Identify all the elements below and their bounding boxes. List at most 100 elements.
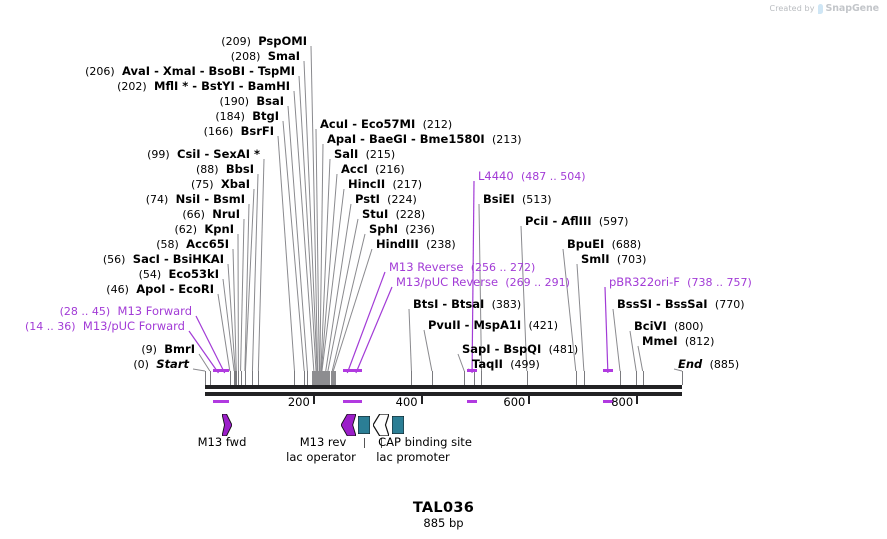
enzyme-label[interactable]: BsiEI (513) [483, 193, 552, 206]
enzyme-label[interactable]: BpuEI (688) [567, 238, 641, 251]
enzyme-position: (88) [195, 163, 219, 176]
restriction-site-mark [326, 371, 331, 385]
enzyme-label[interactable]: (54) Eco53kI [139, 268, 219, 281]
enzyme-label[interactable]: PvuII - MspA1I (421) [428, 319, 558, 332]
enzyme-label[interactable]: (58) Acc65I [156, 238, 229, 251]
enzyme-separator: - [245, 64, 258, 78]
enzyme-label[interactable]: (190) BsaI [219, 95, 284, 108]
feature-annotation-label[interactable]: M13/pUC Reverse (269 .. 291) [396, 276, 570, 289]
enzyme-label[interactable]: StuI (228) [362, 208, 425, 221]
enzyme-name: MspA1I [473, 318, 522, 332]
enzyme-position: (56) [102, 253, 126, 266]
track-feature-box[interactable] [391, 415, 405, 435]
feature-name: M13 Forward [117, 304, 192, 318]
primer-range-bar-bottom [220, 400, 230, 403]
enzyme-position: (9) [141, 343, 157, 356]
enzyme-separator: - [159, 252, 173, 266]
enzyme-name: SacI [132, 252, 160, 266]
enzyme-separator: - [200, 147, 214, 161]
enzyme-label[interactable]: (62) KpnI [174, 223, 234, 236]
enzyme-label[interactable]: (56) SacI - BsiHKAI [103, 253, 224, 266]
enzyme-label[interactable]: (0) Start [133, 358, 189, 371]
enzyme-label[interactable]: (75) XbaI [191, 178, 250, 191]
enzyme-name: BsiHKAI [172, 252, 224, 266]
backbone-strand-top [205, 385, 682, 389]
restriction-site-mark [636, 371, 638, 385]
enzyme-position: (213) [491, 133, 522, 146]
enzyme-label[interactable]: (74) NsiI - BsmI [146, 193, 245, 206]
enzyme-label[interactable]: MmeI (812) [642, 335, 714, 348]
track-feature-arrow-right[interactable] [221, 413, 233, 437]
enzyme-name: BaeGI [368, 132, 407, 146]
restriction-site-mark [526, 371, 528, 385]
enzyme-separator: - [234, 79, 248, 93]
enzyme-label[interactable]: HindIII (238) [376, 238, 456, 251]
enzyme-name: StuI [362, 207, 389, 221]
enzyme-label[interactable]: (206) AvaI - XmaI - BsoBI - TspMI [85, 65, 295, 78]
sequence-length: 885 bp [423, 516, 464, 530]
enzyme-label[interactable]: PstI (224) [355, 193, 417, 206]
enzyme-position: (770) [714, 298, 745, 311]
feature-annotation-label[interactable]: (28 .. 45) M13 Forward [60, 305, 192, 318]
feature-connector [381, 438, 382, 448]
enzyme-separator: - [438, 297, 452, 311]
enzyme-label[interactable]: (66) NruI [182, 208, 240, 221]
enzyme-position: (481) [548, 343, 579, 356]
enzyme-label[interactable]: PciI - AflIII (597) [525, 215, 628, 228]
enzyme-label[interactable]: (9) BmrI [141, 343, 195, 356]
enzyme-name: TspMI [257, 64, 295, 78]
backbone-strand-bottom [205, 392, 682, 396]
restriction-site-mark [575, 371, 577, 385]
enzyme-label[interactable]: AccI (216) [341, 163, 405, 176]
enzyme-label[interactable]: (46) ApoI - EcoRI [106, 283, 214, 296]
enzyme-position: (688) [611, 238, 642, 251]
enzyme-label[interactable]: SphI (236) [369, 223, 435, 236]
track-feature-arrow-left-outline[interactable] [372, 413, 390, 437]
enzyme-label[interactable]: (209) PspOMI [221, 35, 307, 48]
feature-range: (28 .. 45) [59, 305, 111, 318]
feature-range: (14 .. 36) [25, 320, 76, 333]
track-feature-arrow-left[interactable] [340, 413, 357, 437]
enzyme-name: MmeI [642, 334, 678, 348]
feature-name: L4440 [478, 169, 514, 183]
enzyme-label[interactable]: (184) BtgI [215, 110, 279, 123]
enzyme-label[interactable]: SalI (215) [334, 148, 395, 161]
enzyme-label[interactable]: (99) CsiI - SexAI * [147, 148, 260, 161]
enzyme-label[interactable]: SmlI (703) [581, 253, 646, 266]
enzyme-separator: - [150, 64, 163, 78]
feature-annotation-label[interactable]: (14 .. 36) M13/pUC Forward [25, 320, 185, 333]
enzyme-label[interactable]: (88) BbsI [196, 163, 254, 176]
enzyme-label[interactable]: ApaI - BaeGI - Bme1580I (213) [327, 133, 522, 146]
enzyme-label[interactable]: (208) SmaI [231, 50, 300, 63]
enzyme-separator: - [165, 282, 179, 296]
restriction-site-mark [236, 371, 238, 385]
restriction-site-mark [235, 371, 237, 385]
ruler-tick-label: 800 [611, 395, 634, 409]
enzyme-label[interactable]: (166) BsrFI [204, 125, 274, 138]
restriction-site-mark [252, 371, 254, 385]
enzyme-position: (208) [230, 50, 261, 63]
enzyme-label[interactable]: AcuI - Eco57MI (212) [320, 118, 452, 131]
enzyme-name: SexAI * [213, 147, 260, 161]
feature-annotation-label[interactable]: pBR322ori-F (738 .. 757) [609, 276, 752, 289]
enzyme-label[interactable]: TaqII (499) [472, 358, 540, 371]
enzyme-label[interactable]: HincII (217) [348, 178, 422, 191]
enzyme-position: (74) [145, 193, 169, 206]
enzyme-label[interactable]: (202) MflI * - BstYI - BamHI [117, 80, 290, 93]
enzyme-label[interactable]: SapI - BspQI (481) [462, 343, 578, 356]
feature-range: (256 .. 272) [470, 261, 536, 274]
track-feature-label: M13 rev [299, 435, 347, 449]
enzyme-name: PspOMI [258, 34, 307, 48]
credit-prefix: Created by [769, 4, 815, 13]
enzyme-label[interactable]: BtsI - BtsaI (383) [413, 298, 521, 311]
feature-annotation-label[interactable]: M13 Reverse (256 .. 272) [389, 261, 535, 274]
enzyme-name: KpnI [204, 222, 234, 236]
enzyme-label[interactable]: BssSI - BssSaI (770) [617, 298, 745, 311]
track-feature-box[interactable] [357, 415, 371, 435]
track-feature-label: lac operator [286, 450, 356, 464]
restriction-site-mark [620, 371, 622, 385]
enzyme-position: (54) [138, 268, 162, 281]
enzyme-label[interactable]: End (885) [678, 358, 739, 371]
feature-annotation-label[interactable]: L4440 (487 .. 504) [478, 170, 586, 183]
enzyme-label[interactable]: BciVI (800) [634, 320, 704, 333]
